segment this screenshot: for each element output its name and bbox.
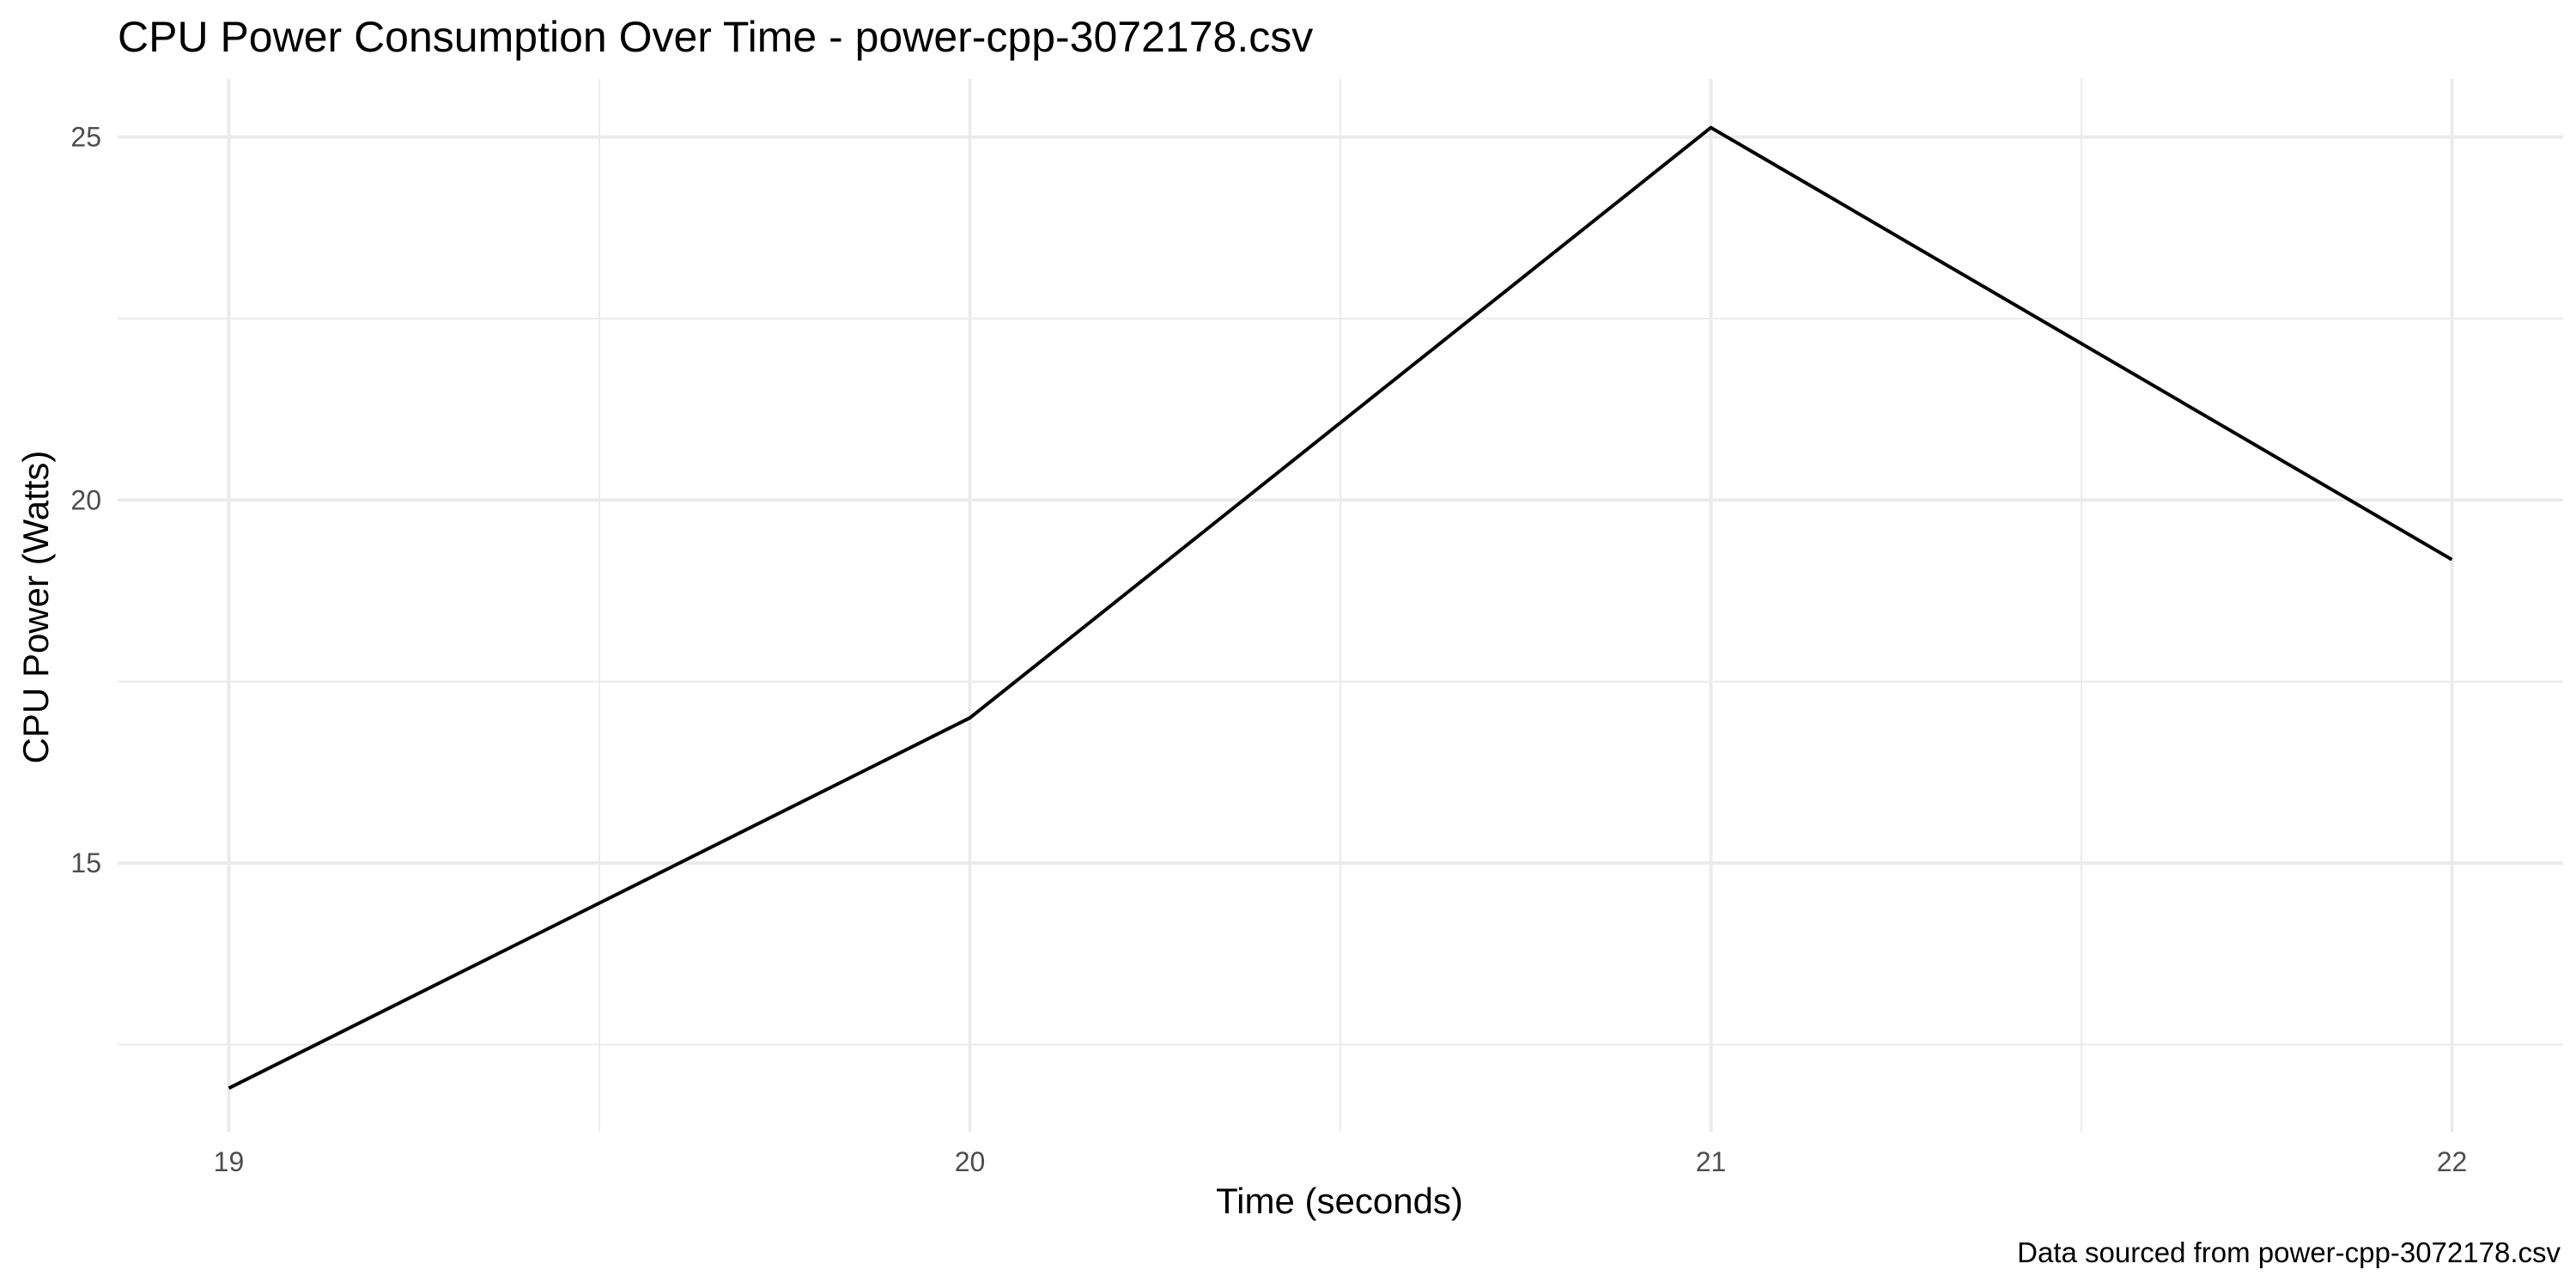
chart-caption: Data sourced from power-cpp-3072178.csv: [2017, 1236, 2561, 1268]
y-tick-label: 15: [70, 848, 101, 878]
x-axis-label: Time (seconds): [1216, 1181, 1463, 1221]
y-axis-label: CPU Power (Watts): [15, 451, 56, 764]
y-tick-label: 25: [70, 122, 101, 153]
x-tick-label: 19: [214, 1146, 245, 1177]
power-series-line: [228, 125, 2453, 1091]
y-tick-label: 20: [70, 484, 101, 515]
grid: [118, 79, 2563, 1132]
x-tick-label: 20: [955, 1146, 986, 1177]
x-tick-label: 21: [1696, 1146, 1727, 1177]
chart-title: CPU Power Consumption Over Time - power-…: [118, 13, 1313, 61]
series-layer: [228, 125, 2453, 1091]
tick-labels: 19 20 21 22 15 20 25: [70, 122, 2467, 1177]
x-tick-label: 22: [2437, 1146, 2468, 1177]
